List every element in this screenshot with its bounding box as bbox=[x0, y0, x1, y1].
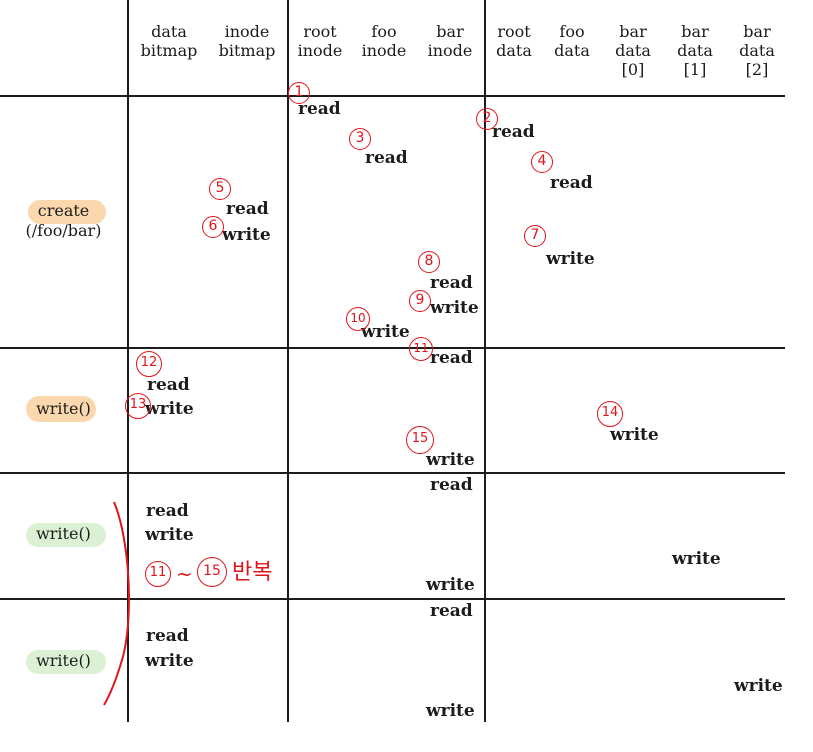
header-line1: bar bbox=[681, 22, 709, 41]
highlight-write1 bbox=[26, 396, 96, 422]
highlight-write2 bbox=[26, 523, 106, 547]
op-bar-inode-write: write bbox=[426, 450, 475, 470]
repeat-start-number: 11 bbox=[145, 561, 171, 587]
header-divider bbox=[0, 95, 785, 97]
header-foo-data: foo data bbox=[544, 22, 600, 60]
op-root-data-read: read bbox=[492, 122, 535, 142]
op-data-bitmap-read: read bbox=[146, 501, 189, 521]
header-line2: data bbox=[496, 41, 532, 60]
op-data-bitmap-read: read bbox=[147, 375, 190, 395]
header-line2: inode bbox=[297, 41, 343, 60]
header-line3: [1] bbox=[683, 60, 707, 79]
op-data-bitmap-write: write bbox=[145, 525, 194, 545]
op-foo-data-write: write bbox=[546, 249, 595, 269]
header-bar-data-2: bar data [2] bbox=[729, 22, 785, 79]
op-bar-inode-write: write bbox=[426, 701, 475, 721]
step-number-15: 15 bbox=[406, 426, 434, 454]
repeat-tilde: ~ bbox=[176, 562, 193, 586]
op-bar-inode-write: write bbox=[426, 575, 475, 595]
header-line2: inode bbox=[427, 41, 473, 60]
row-label-line1: write() bbox=[36, 524, 91, 543]
step-number-10: 10 bbox=[346, 307, 370, 331]
op-bar-inode-read: read bbox=[430, 475, 473, 495]
row-label-write3: write() bbox=[0, 651, 127, 671]
op-inode-bitmap-write: write bbox=[222, 225, 271, 245]
header-data-bitmap: data bitmap bbox=[130, 22, 208, 60]
header-bar-data-1: bar data [1] bbox=[667, 22, 723, 79]
op-bar-data-1-write: write bbox=[672, 549, 721, 569]
header-bar-inode: bar inode bbox=[418, 22, 482, 60]
header-bar-data-0: bar data [0] bbox=[605, 22, 661, 79]
op-foo-inode-write: write bbox=[361, 322, 410, 342]
step-number-5: 5 bbox=[209, 178, 231, 200]
op-bar-data-0-write: write bbox=[610, 425, 659, 445]
header-line1: bar bbox=[619, 22, 647, 41]
op-bar-data-2-write: write bbox=[734, 676, 783, 696]
header-line2: inode bbox=[361, 41, 407, 60]
row-label-write1: write() bbox=[0, 399, 127, 419]
step-number-3: 3 bbox=[349, 128, 371, 150]
step-number-11: 11 bbox=[409, 337, 433, 361]
op-data-bitmap-write: write bbox=[145, 399, 194, 419]
step-number-9: 9 bbox=[409, 290, 431, 312]
op-bar-inode-read: read bbox=[430, 601, 473, 621]
highlight-create bbox=[28, 200, 106, 224]
header-line2: bitmap bbox=[140, 41, 198, 60]
repeat-label: 반복 bbox=[232, 560, 273, 585]
header-root-data: root data bbox=[486, 22, 542, 60]
step-number-8: 8 bbox=[418, 251, 440, 273]
header-line2: data bbox=[739, 41, 775, 60]
op-bar-inode-write: write bbox=[430, 298, 479, 318]
highlight-write3 bbox=[26, 650, 106, 674]
op-foo-inode-read: read bbox=[365, 148, 408, 168]
header-line2: data bbox=[554, 41, 590, 60]
step-number-7: 7 bbox=[524, 225, 546, 247]
row-label-create: create (/foo/bar) bbox=[0, 201, 127, 241]
header-line1: root bbox=[497, 22, 531, 41]
row-label-line1: write() bbox=[36, 651, 91, 670]
repeat-end-number: 15 bbox=[197, 557, 227, 587]
row-divider-write1 bbox=[0, 472, 785, 474]
row-divider-write2 bbox=[0, 598, 785, 600]
header-line1: bar bbox=[743, 22, 771, 41]
header-line1: inode bbox=[224, 22, 270, 41]
step-number-6: 6 bbox=[202, 216, 224, 238]
step-number-4: 4 bbox=[531, 151, 553, 173]
op-foo-data-read: read bbox=[550, 173, 593, 193]
column-divider-inodes bbox=[484, 0, 486, 722]
step-number-13: 13 bbox=[125, 393, 151, 419]
step-number-12: 12 bbox=[136, 351, 162, 377]
header-foo-inode: foo inode bbox=[352, 22, 416, 60]
repeat-bracket bbox=[103, 501, 130, 706]
row-label-line1: create bbox=[37, 201, 90, 220]
header-line3: [2] bbox=[745, 60, 769, 79]
row-label-line1: write() bbox=[36, 399, 91, 418]
header-line1: root bbox=[303, 22, 337, 41]
header-line1: data bbox=[151, 22, 187, 41]
header-inode-bitmap: inode bitmap bbox=[208, 22, 286, 60]
row-label-write2: write() bbox=[0, 524, 127, 544]
op-data-bitmap-write: write bbox=[145, 651, 194, 671]
header-line1: foo bbox=[371, 22, 397, 41]
column-divider-label bbox=[127, 0, 129, 722]
op-inode-bitmap-read: read bbox=[226, 199, 269, 219]
op-bar-inode-read: read bbox=[430, 348, 473, 368]
op-data-bitmap-read: read bbox=[146, 626, 189, 646]
row-label-line2: (/foo/bar) bbox=[25, 221, 102, 240]
header-line2: data bbox=[677, 41, 713, 60]
header-line3: [0] bbox=[621, 60, 645, 79]
header-line1: foo bbox=[559, 22, 585, 41]
step-number-1: 1 bbox=[288, 82, 310, 104]
op-bar-inode-read: read bbox=[430, 273, 473, 293]
header-root-inode: root inode bbox=[290, 22, 350, 60]
header-line1: bar bbox=[436, 22, 464, 41]
step-number-2: 2 bbox=[476, 108, 498, 130]
header-line2: data bbox=[615, 41, 651, 60]
step-number-14: 14 bbox=[597, 401, 623, 427]
column-divider-bitmaps bbox=[287, 0, 289, 722]
header-line2: bitmap bbox=[218, 41, 276, 60]
op-root-inode-read: read bbox=[298, 99, 341, 119]
row-divider-create bbox=[0, 347, 785, 349]
